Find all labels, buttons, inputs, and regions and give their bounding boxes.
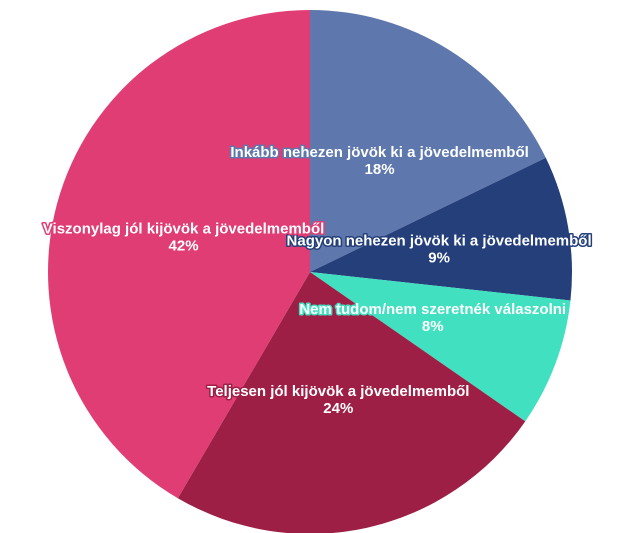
slice-label: Teljesen jól kijövök a jövedelmemből (207, 383, 469, 400)
slice-value-label: 18% (365, 161, 395, 178)
slice-label: Nagyon nehezen jövök ki a jövedelmemből (287, 233, 592, 250)
slice-label: Inkább nehezen jövök ki a jövedelmemből (230, 144, 528, 161)
pie-slice (310, 157, 572, 301)
slice-value-label: 9% (428, 250, 450, 267)
pie-slice (310, 272, 571, 422)
pie-slice (310, 10, 546, 272)
slice-label: Viszonylag jól kijövök a jövedelmemből (43, 221, 324, 238)
slice-label: Nem tudom/nem szeretnék válaszolni (299, 301, 566, 318)
pie-slice (48, 10, 310, 499)
slice-value-label: 8% (422, 318, 444, 335)
slice-value-label: 42% (169, 238, 199, 255)
pie-slice (177, 272, 526, 533)
slice-value-label: 24% (323, 400, 353, 417)
